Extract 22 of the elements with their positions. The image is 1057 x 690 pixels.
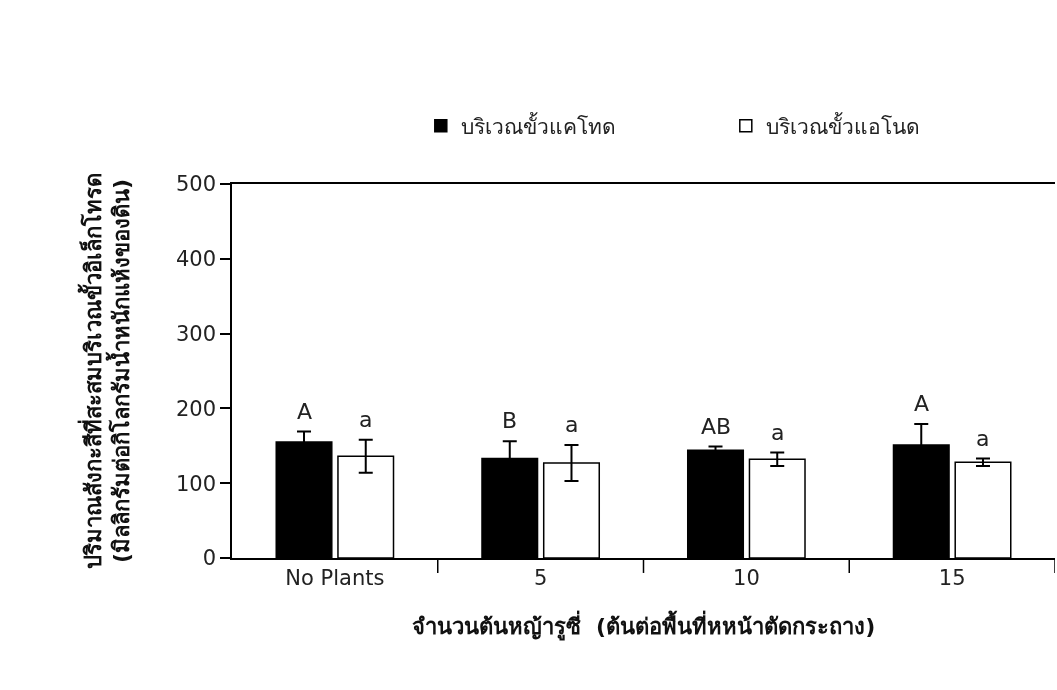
legend-label: บริเวณขั้วแคโทด [460, 111, 616, 139]
x-tick-label: 15 [938, 565, 966, 590]
y-tick-label: 100 [175, 471, 217, 496]
data-label: A [914, 391, 930, 416]
data-label: a [771, 420, 785, 445]
x-tick-label: No Plants [285, 565, 385, 590]
y-axis-title: ปริมาณสังกะสีที่สะสมบริเวณขั้วอิเล็กโทรด (มิลลิกรัมต่อกิโลกรัมน้ำหนักแห้งของดิน) [76, 173, 135, 569]
data-label: A [297, 399, 313, 424]
y-tick-label: 300 [175, 321, 217, 346]
legend-label: บริเวณขั้วแอโนด [765, 111, 920, 139]
y-tick-label: 0 [202, 546, 217, 571]
y-tick-label: 400 [175, 247, 217, 272]
x-tick-label: 5 [533, 565, 548, 590]
data-label: AB [701, 414, 732, 439]
y-tick-label: 500 [175, 172, 217, 197]
data-label: a [359, 407, 373, 432]
data-label: a [976, 426, 990, 451]
x-axis-title: จำนวนต้นหญ้ารูซี่ (ต้นต่อพื้นที่หหน้าตัดกระถาง) [411, 610, 876, 642]
y-tick-label: 200 [175, 396, 217, 421]
data-label: B [502, 408, 518, 433]
data-label: a [565, 412, 579, 437]
x-tick-label: 10 [733, 565, 760, 590]
